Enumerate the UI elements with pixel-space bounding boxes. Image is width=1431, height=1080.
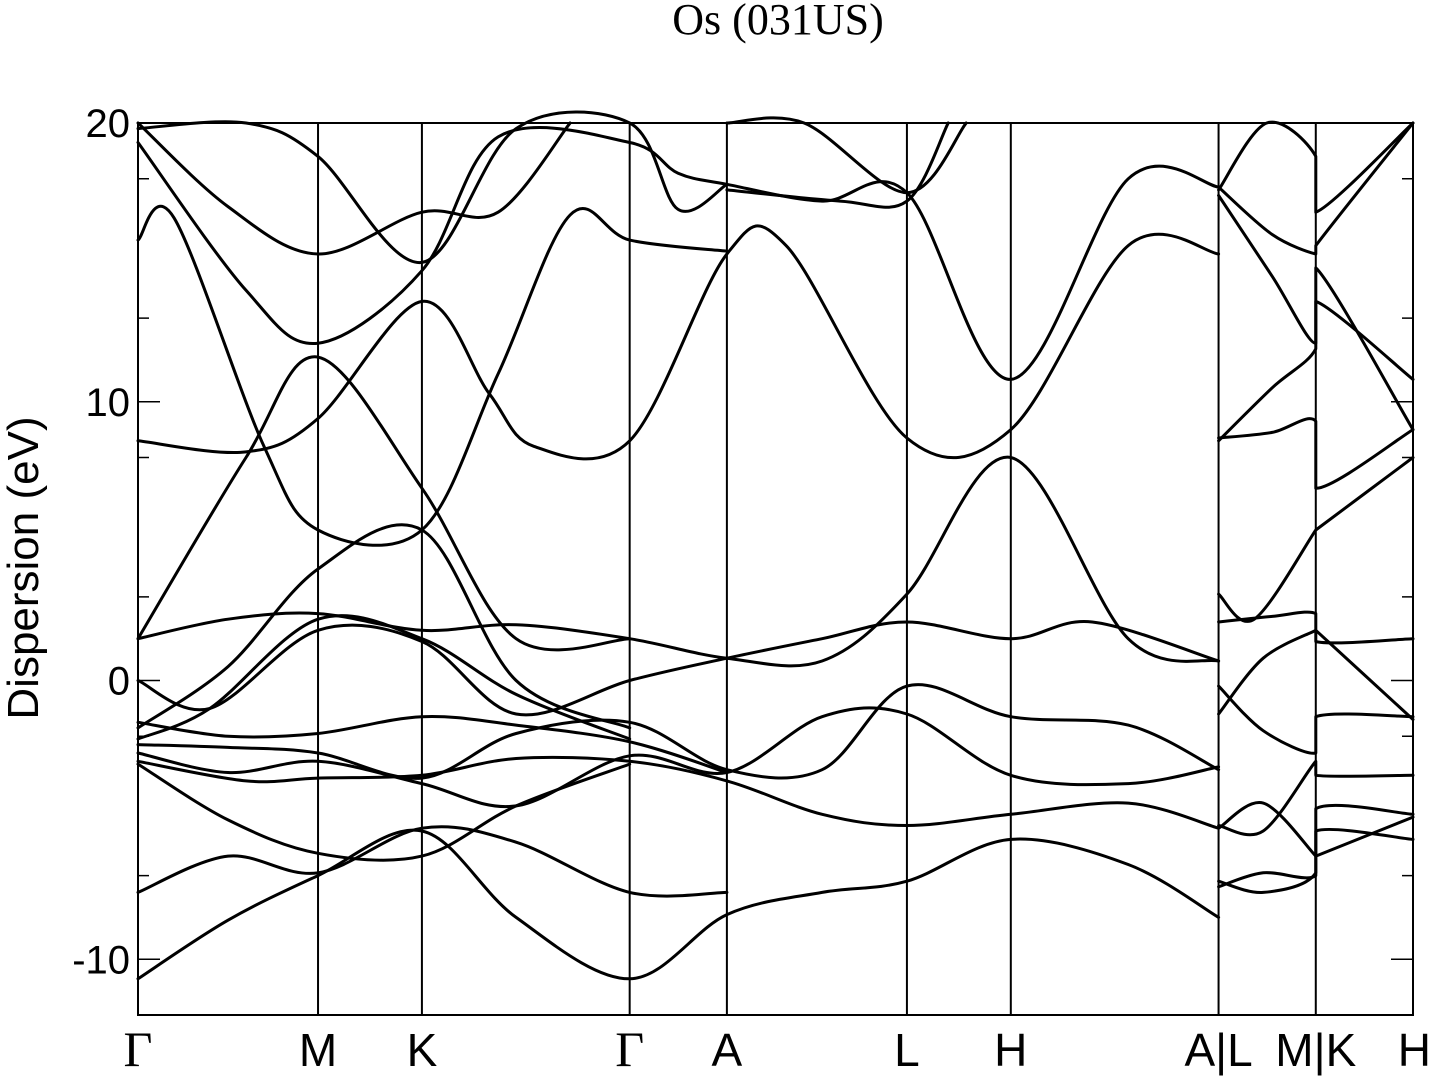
kpoint-label-5: L	[894, 1024, 920, 1076]
band-line-10	[136, 614, 632, 741]
band-line-28	[1217, 299, 1415, 443]
x-axis: Γ M K Γ A L H A|L M|K H	[124, 1021, 1431, 1077]
kpoint-label-7: A|L	[1184, 1024, 1252, 1076]
band-line-16	[136, 121, 572, 256]
y-tick-label: 0	[108, 660, 130, 704]
band-line-27	[1217, 417, 1415, 490]
band-line-18	[725, 121, 950, 209]
kpoint-label-8: M|K	[1275, 1024, 1356, 1076]
plot-area	[136, 110, 1415, 1015]
band-line-22	[1217, 684, 1415, 755]
band-line-21	[1217, 610, 1415, 645]
kpoint-label-3: Γ	[615, 1021, 644, 1077]
chart-title: Os (031US)	[672, 0, 883, 44]
band-line-24	[1217, 759, 1415, 837]
band-line-11	[136, 523, 632, 730]
band-line-25	[1217, 803, 1415, 894]
band-line-8	[136, 620, 1221, 717]
kpoint-label-0: Γ	[124, 1021, 153, 1077]
band-line-5	[136, 706, 1221, 809]
band-line-23	[1217, 628, 1415, 721]
kpoint-label-2: K	[407, 1024, 438, 1076]
band-line-13	[136, 355, 632, 652]
y-tick-label: 10	[86, 381, 131, 425]
y-axis-label: Dispersion (eV)	[0, 416, 48, 719]
y-tick-label: -10	[72, 938, 130, 982]
band-line-6	[136, 683, 1221, 780]
y-axis: -10 0 10 20	[72, 102, 1413, 1016]
band-line-15	[136, 126, 1221, 381]
band-line-4	[136, 755, 1221, 830]
band-line-9	[136, 455, 1221, 668]
band-line-19	[725, 116, 968, 195]
kpoint-label-9: H	[1398, 1024, 1431, 1076]
kpoint-label-4: A	[712, 1024, 743, 1076]
band-line-12	[136, 224, 1221, 461]
kpoint-label-6: H	[994, 1024, 1027, 1076]
band-line-17	[136, 110, 729, 264]
band-line-7	[136, 714, 729, 774]
band-line-31	[1217, 120, 1415, 214]
y-tick-label: 20	[86, 102, 131, 146]
band-line-29	[1217, 194, 1415, 432]
band-line-20	[1217, 456, 1415, 623]
plot-frame	[137, 122, 1414, 1016]
band-line-2	[136, 825, 729, 898]
band-line-30	[1217, 121, 1415, 256]
band-line-14	[136, 204, 729, 547]
band-line-3	[136, 762, 632, 862]
band-line-1	[136, 828, 1221, 981]
kpoint-label-1: M	[299, 1024, 337, 1076]
band-line-32	[1217, 801, 1415, 858]
